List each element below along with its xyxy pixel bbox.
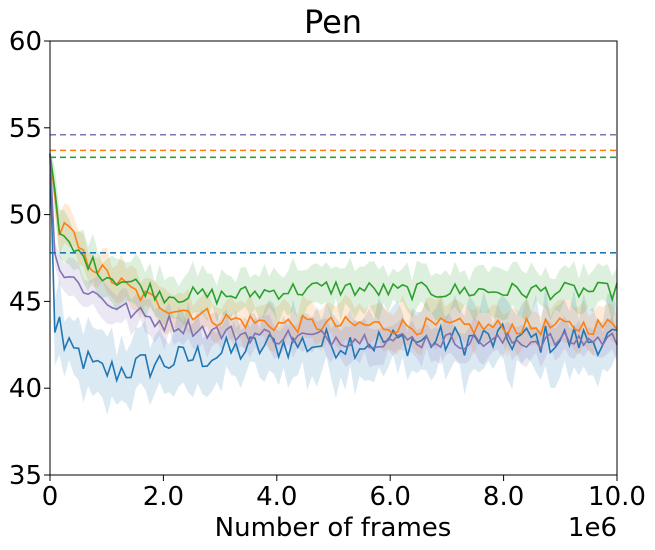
plot-area-frame	[49, 40, 618, 476]
y-tick-label: 40	[9, 374, 42, 404]
y-tick-label: 35	[9, 461, 42, 491]
axis-ticks: 0 2.0 4.0 6.0 8.0 10.0 35 40 45 50 55 60	[9, 27, 646, 512]
series-lines	[49, 153, 618, 384]
confidence-band-series-2	[50, 150, 617, 358]
x-tick-label: 0	[42, 482, 59, 512]
x-tick-label: 4.0	[256, 482, 297, 512]
series-line-3	[49, 153, 618, 306]
y-tick-label: 60	[9, 27, 42, 57]
y-tick-label: 50	[9, 201, 42, 231]
x-tick-label: 6.0	[370, 482, 411, 512]
chart-title: Pen	[304, 3, 362, 41]
y-tick-label: 55	[9, 114, 42, 144]
x-tick-label: 8.0	[483, 482, 524, 512]
x-tick-label: 2.0	[143, 482, 184, 512]
confidence-band-series-3	[50, 150, 617, 326]
confidence-band-series-1	[50, 145, 617, 415]
x-axis-label: Number of frames	[215, 513, 452, 543]
confidence-band-series-4	[50, 151, 617, 368]
x-axis-offset-label: 1e6	[568, 513, 617, 543]
x-tick-label: 10.0	[588, 482, 646, 512]
confidence-bands	[50, 145, 617, 415]
y-tick-label: 45	[9, 287, 42, 317]
series-line-4	[49, 153, 618, 351]
baseline-lines	[50, 133, 617, 254]
